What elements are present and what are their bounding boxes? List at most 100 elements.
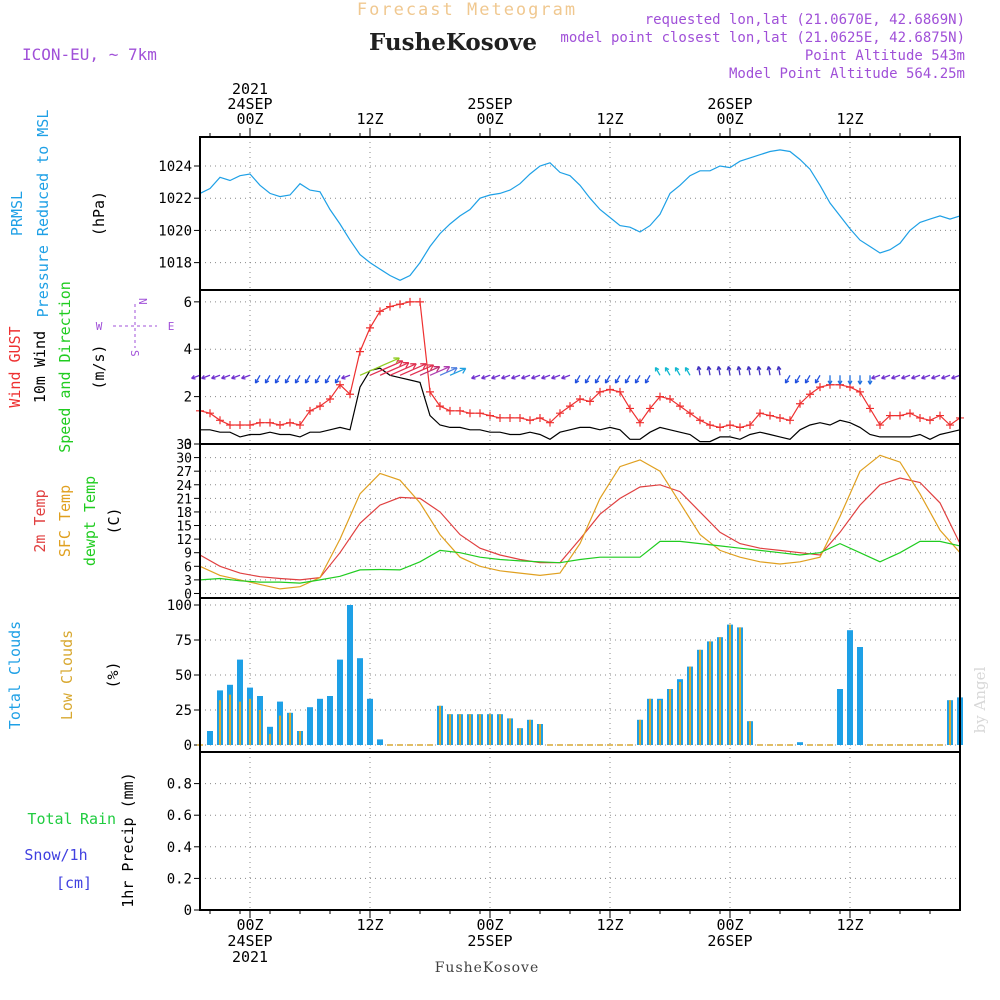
wind-arrow	[231, 374, 241, 379]
low-cloud-bar	[459, 714, 461, 745]
wind-arrow	[777, 366, 781, 376]
top-time-label: 12Z	[596, 110, 623, 128]
wind-arrow-head	[191, 374, 196, 380]
low-cloud-bar	[539, 724, 541, 745]
wind-arrow	[911, 374, 921, 379]
gust-marker	[806, 390, 814, 399]
panel-frame	[199, 136, 961, 291]
low-cloud-bar	[689, 666, 691, 745]
wind-arrow-head	[756, 366, 762, 371]
gust-marker	[866, 404, 874, 413]
wind-arrow-head	[847, 380, 853, 385]
wind-arrow-head	[221, 374, 226, 380]
total-cloud-bar	[367, 698, 373, 745]
compass-e: E	[168, 320, 175, 333]
total-cloud-bar	[377, 739, 383, 745]
wind-arrow	[614, 374, 621, 384]
gust-marker	[856, 387, 864, 396]
y-tick-label: 0.4	[167, 840, 192, 856]
wind-arrow	[341, 374, 351, 379]
low-cloud-bar	[289, 712, 291, 745]
low-cloud-bar	[269, 733, 271, 745]
gust-marker	[436, 402, 444, 411]
panel-label: Wind GUST	[6, 326, 24, 407]
wind-arrow-strong-head	[402, 362, 410, 369]
wind-arrow-head	[891, 374, 896, 380]
wind-arrow-head	[871, 374, 876, 380]
product-title: Forecast Meteogram	[357, 0, 577, 20]
wind-arrow	[941, 374, 951, 379]
rain-label-rain: Rain	[80, 810, 116, 828]
wind-arrow-head	[941, 374, 946, 380]
wind-arrow-head	[696, 366, 702, 371]
bottom-time-label: 00Z	[236, 916, 263, 934]
wind-arrow	[221, 374, 231, 379]
low-cloud-bar	[949, 700, 951, 745]
y-tick-label: 0.2	[167, 871, 192, 887]
wind-arrow	[254, 374, 261, 384]
wind-arrow-head	[746, 366, 752, 371]
gust-marker	[246, 421, 254, 430]
panel-label: PRMSL	[8, 191, 26, 236]
wind-arrow	[757, 366, 761, 376]
wind-arrow	[654, 367, 661, 376]
y-tick-label: 27	[176, 465, 192, 480]
y-tick-label: 30	[176, 452, 192, 467]
gust-marker	[326, 394, 334, 403]
wind-arrow	[644, 374, 651, 384]
wind-arrow-head	[664, 366, 670, 372]
wind-arrow	[294, 374, 301, 384]
gust-marker	[586, 397, 594, 406]
watermark: by Angel	[971, 666, 989, 733]
gust-marker	[926, 416, 934, 425]
rain-label-total: Total	[27, 810, 72, 828]
y-tick-label: 1018	[158, 256, 192, 272]
wind-arrow	[584, 374, 591, 384]
low-cloud-bar	[669, 689, 671, 745]
wind-arrow-head	[284, 379, 290, 384]
y-tick-label: 100	[167, 598, 192, 614]
wind-arrow	[211, 374, 221, 379]
total-cloud-bar	[357, 658, 363, 745]
wind-arrow-head	[766, 366, 772, 371]
panel-label: dewpt Temp	[81, 476, 99, 566]
wind-arrow	[814, 374, 821, 384]
wind-arrow	[521, 374, 531, 379]
wind-arrow-head	[274, 379, 280, 384]
low-cloud-bar	[509, 718, 511, 745]
y-tick-label: 0	[184, 587, 192, 602]
low-cloud-bar	[229, 694, 231, 745]
wind-arrow	[191, 374, 201, 379]
bottom-time-label: 2021	[232, 948, 268, 966]
y-tick-label: 33	[176, 438, 192, 453]
gust-marker	[516, 413, 524, 422]
low-cloud-bar	[649, 698, 651, 745]
y-tick-label: 21	[176, 492, 192, 507]
bottom-time-label: 25SEP	[467, 932, 512, 950]
wind-arrow-strong-head	[443, 366, 451, 373]
gust-marker	[716, 423, 724, 432]
total-cloud-bar	[837, 689, 843, 745]
wind-arrow	[284, 374, 291, 384]
wind-arrow	[594, 374, 601, 384]
wind-arrow-strong-head	[420, 363, 427, 370]
y-tick-label: 18	[176, 506, 192, 521]
panel-label: (hPa)	[90, 191, 108, 236]
wind-arrow	[737, 366, 741, 376]
total-cloud-bar	[207, 731, 213, 745]
gust-marker	[596, 387, 604, 396]
gust-marker	[226, 421, 234, 430]
panel-2: 0 2 4 6 W E N S Wind GUST 10m Wind Speed and Direc…	[6, 281, 964, 453]
total-cloud-bar	[847, 630, 853, 745]
gust-marker	[796, 399, 804, 408]
y-tick-label: 75	[175, 633, 192, 649]
gust-marker	[686, 409, 694, 418]
low-cloud-bar	[449, 714, 451, 745]
wind-arrow	[767, 366, 771, 376]
wind-arrow	[334, 374, 341, 384]
wind-arrow-head	[624, 379, 630, 384]
gust-marker	[666, 394, 674, 403]
y-tick-label: 1024	[158, 159, 192, 175]
wind-arrow-strong	[429, 366, 450, 376]
y-tick-label: 2	[184, 390, 192, 406]
